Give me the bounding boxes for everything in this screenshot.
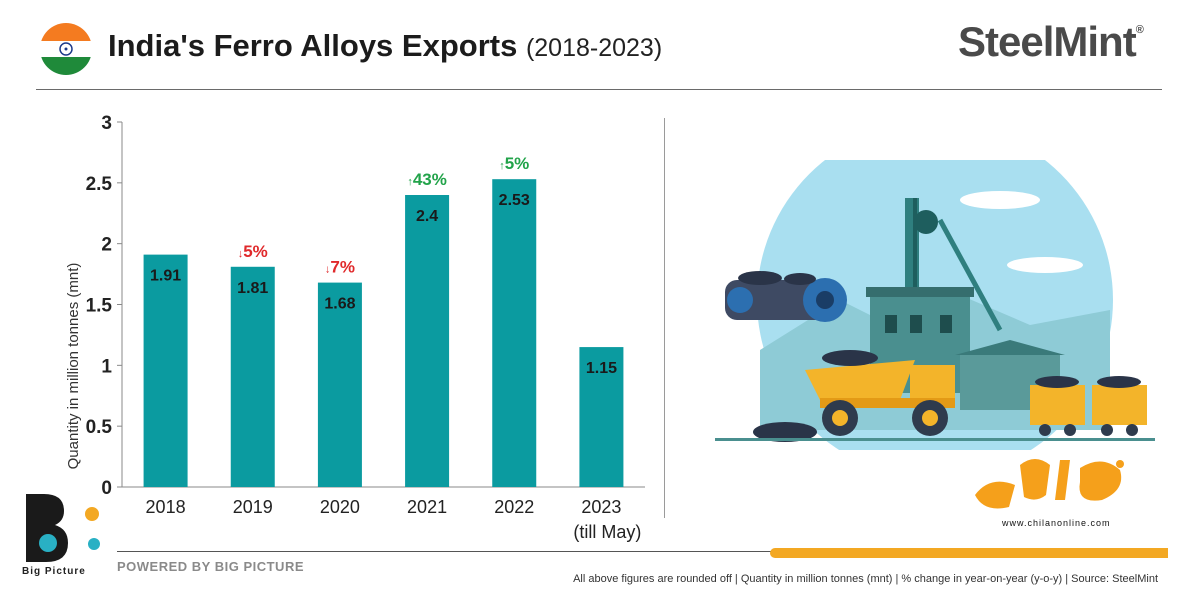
x-tick-label: 2020	[320, 497, 360, 517]
bar-value-label: 1.91	[150, 268, 181, 285]
brand-registered-mark: ®	[1135, 24, 1144, 36]
mining-illustration	[715, 160, 1155, 450]
arrow-down-icon: ↓	[238, 248, 244, 260]
bar-value-label: 1.68	[324, 296, 355, 313]
title-main: India's Ferro Alloys Exports	[108, 28, 518, 63]
brand-name: SteelMint	[958, 18, 1137, 65]
title-period: (2018-2023)	[525, 34, 663, 62]
yoy-change-label: ↑43%	[407, 170, 447, 189]
yoy-change-label: ↓7%	[325, 258, 355, 277]
bar-value-label: 1.15	[586, 360, 617, 377]
x-tick-label: 2022	[494, 497, 534, 517]
y-tick-label: 1	[101, 356, 112, 377]
big-picture-logo-label: Big Picture	[22, 566, 86, 577]
bar	[579, 347, 624, 487]
bar	[230, 266, 275, 487]
bar-value-label: 2.4	[416, 208, 438, 225]
arrow-up-icon: ↑	[407, 176, 413, 188]
yoy-change-label: ↑5%	[499, 154, 529, 173]
bar-chart: 00.511.522.53 1.9120181.812019↓5%1.68202…	[65, 113, 645, 542]
x-tick-label: 2023	[581, 497, 621, 517]
footer-accent-bar	[770, 548, 1168, 558]
vertical-divider	[664, 118, 665, 518]
bars-group: 1.9120181.812019↓5%1.682020↓7%2.42021↑43…	[143, 154, 641, 542]
yoy-change-value: 5%	[243, 242, 268, 261]
page-title: India's Ferro Alloys Exports (2018-2023)	[108, 28, 662, 64]
y-axis: 00.511.522.53	[86, 113, 645, 499]
footer-divider	[117, 551, 807, 552]
yoy-change-label: ↓5%	[238, 242, 268, 261]
bar	[492, 179, 537, 487]
yoy-change-value: 5%	[505, 154, 530, 173]
arrow-down-icon: ↓	[325, 264, 331, 276]
chilan-logo-icon	[975, 459, 1124, 509]
big-picture-logo-icon	[26, 494, 100, 562]
y-tick-label: 0.5	[86, 417, 113, 438]
x-tick-label: 2018	[146, 497, 186, 517]
y-tick-label: 2.5	[86, 174, 113, 195]
y-tick-label: 1.5	[86, 296, 113, 317]
powered-by-text: POWERED BY BIG PICTURE	[117, 559, 305, 574]
bar	[405, 195, 450, 487]
source-note: All above figures are rounded off | Quan…	[573, 573, 1158, 585]
watermark-url: www.chilanonline.com	[1002, 518, 1111, 528]
y-axis-label: Quantity in million tonnes (mnt)	[65, 263, 82, 470]
y-tick-label: 2	[101, 235, 112, 256]
y-tick-label: 3	[101, 113, 112, 134]
yoy-change-value: 7%	[330, 258, 355, 277]
x-tick-label: 2021	[407, 497, 447, 517]
bar	[317, 282, 362, 487]
y-tick-label: 0	[101, 478, 112, 499]
header-divider	[36, 89, 1162, 90]
yoy-change-value: 43%	[413, 170, 447, 189]
bar-value-label: 1.81	[237, 280, 268, 297]
arrow-up-icon: ↑	[499, 160, 505, 172]
x-tick-label: 2019	[233, 497, 273, 517]
steelmint-logo: SteelMint®	[958, 18, 1144, 66]
india-flag-icon	[40, 23, 92, 75]
x-tick-sublabel: (till May)	[573, 522, 641, 542]
bar-value-label: 2.53	[499, 192, 530, 209]
bar	[143, 254, 188, 487]
